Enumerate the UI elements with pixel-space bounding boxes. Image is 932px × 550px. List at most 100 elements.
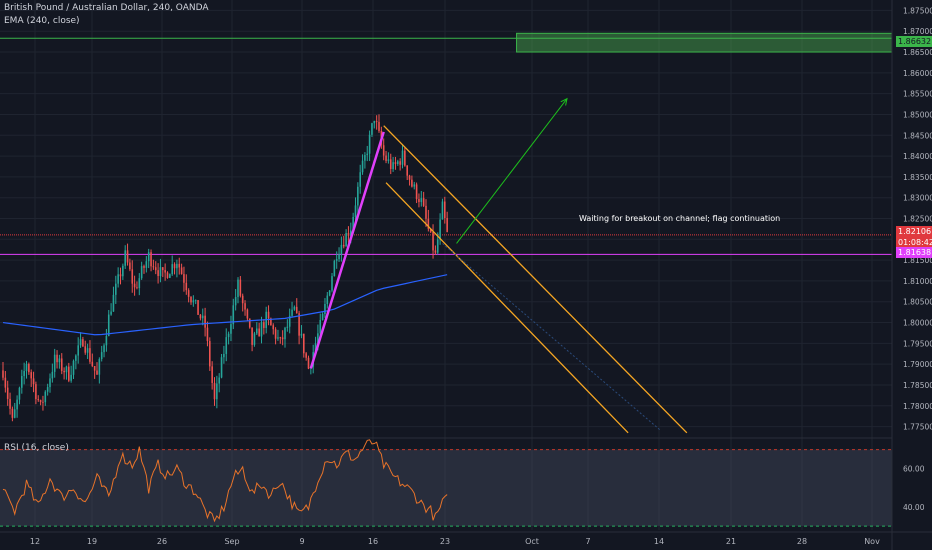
green-level-badge: 1.86632 (896, 36, 932, 47)
candle-body (429, 228, 432, 233)
price-tick-label: 1.80000 (903, 319, 932, 328)
price-tick-label: 1.84500 (903, 131, 932, 140)
resistance-zone[interactable] (516, 32, 893, 53)
price-tick-label: 1.80500 (903, 298, 932, 307)
price-tick-label: 1.86000 (903, 69, 932, 78)
price-tick-label: 1.85500 (903, 90, 932, 99)
candle-body (397, 161, 399, 164)
candle-body (204, 315, 206, 328)
candle-body (357, 186, 359, 206)
candle-body (93, 366, 96, 371)
price-tick-label: 1.78500 (903, 381, 932, 390)
candle-body (300, 333, 303, 336)
candle-body (441, 201, 444, 220)
candle-body (432, 232, 434, 251)
time-tick-label: 14 (654, 537, 664, 546)
candle-body (143, 266, 145, 268)
candle-body (232, 305, 235, 325)
candle-body (39, 400, 42, 402)
time-tick-label: 16 (368, 537, 378, 546)
candle-body (368, 134, 371, 154)
candle-body (44, 391, 47, 403)
candle-body (411, 179, 413, 187)
time-tick-label: 19 (87, 537, 97, 546)
time-tick-label: Nov (864, 537, 880, 546)
candle-body (103, 345, 105, 353)
candle-body (82, 339, 84, 347)
candle-body (444, 201, 446, 218)
candle-body (131, 269, 134, 284)
rsi-line (2, 439, 448, 523)
last-price-badge: 1.82106 (896, 226, 932, 237)
candle-body (46, 387, 49, 392)
price-tick-label: 1.79500 (903, 339, 932, 348)
candle-body (171, 264, 173, 275)
candle-body (350, 230, 352, 236)
drawings[interactable] (309, 97, 688, 434)
candle-body (180, 267, 183, 275)
candle-body (394, 162, 397, 164)
candle-body (18, 387, 21, 400)
candle-body (345, 233, 347, 247)
channel-lower-line (385, 182, 629, 434)
candle-body (375, 120, 378, 122)
candle-body (187, 290, 190, 297)
candle-body (70, 374, 72, 381)
candle-body (216, 383, 218, 400)
candle-body (303, 333, 305, 354)
candle-body (112, 294, 115, 312)
candle-body (176, 263, 178, 269)
candle-body (183, 274, 185, 283)
symbol-title: British Pound / Australian Dollar, 240, … (4, 3, 209, 13)
candle-body (169, 274, 171, 278)
candle-body (213, 382, 216, 400)
candle-body (199, 314, 202, 319)
candle-body (98, 359, 101, 375)
candle-body (274, 329, 277, 339)
breakout-arrow-head (560, 97, 568, 106)
price-tick-label: 1.77500 (903, 423, 932, 432)
candle-body (258, 328, 260, 337)
candle-body (105, 336, 108, 346)
candle-body (96, 370, 98, 375)
price-tick-label: 1.86500 (903, 48, 932, 57)
price-tick-label: 1.83000 (903, 194, 932, 203)
candle-body (154, 267, 157, 271)
zone-rect (516, 32, 893, 53)
price-tick-label: 1.81000 (903, 277, 932, 286)
candle-body (373, 120, 376, 124)
candle-body (9, 398, 11, 409)
candle-body (427, 218, 430, 229)
rsi-tick-label: 40.00 (903, 503, 925, 512)
candle-body (218, 377, 220, 384)
candle-body (277, 337, 279, 339)
candle-body (206, 327, 209, 342)
chart-annotation: Waiting for breakout on channel; flag co… (579, 214, 781, 223)
candle-body (4, 377, 7, 388)
candle-body (63, 370, 65, 373)
candle-body (305, 353, 307, 358)
candle-body (338, 254, 340, 260)
candle-body (314, 343, 317, 353)
candle-body (49, 378, 51, 388)
candle-body (241, 295, 244, 304)
candle-body (253, 333, 256, 345)
rsi-pane (0, 437, 892, 527)
candle-body (279, 337, 282, 339)
candle-body (25, 363, 28, 372)
candle-body (239, 279, 242, 296)
bar-timer-badge: 01:08:42 (896, 237, 932, 248)
candle-body (91, 361, 94, 367)
candle-body (56, 354, 58, 363)
candle-body (100, 352, 103, 360)
candle-body (272, 325, 275, 330)
candle-body (286, 326, 289, 328)
candle-body (392, 162, 394, 170)
candle-body (138, 278, 141, 289)
price-tick-label: 1.78000 (903, 402, 932, 411)
time-tick-label: 28 (797, 537, 807, 546)
candle-body (371, 123, 373, 135)
flagpole-line (309, 131, 385, 369)
